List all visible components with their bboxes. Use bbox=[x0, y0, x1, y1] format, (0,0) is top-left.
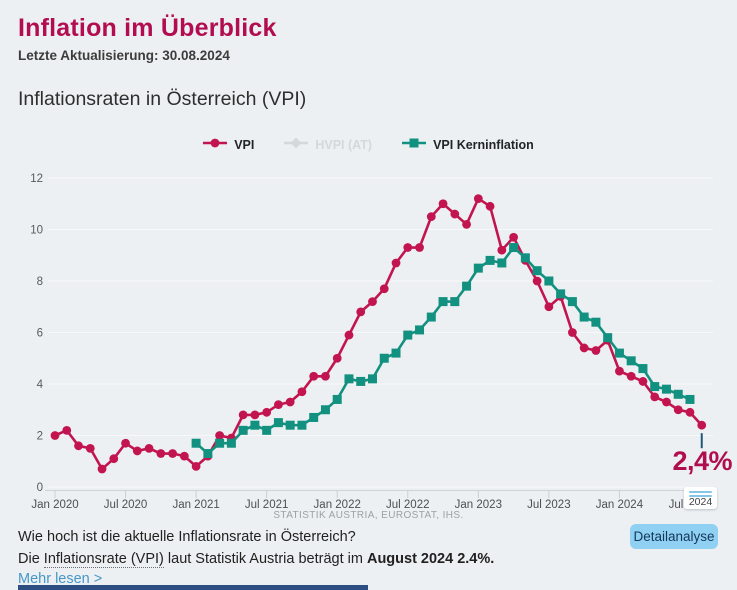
legend-label: VPI bbox=[234, 138, 255, 152]
last-update-label: Letzte Aktualisierung: 30.08.2024 bbox=[18, 48, 230, 63]
svg-text:0: 0 bbox=[37, 482, 43, 494]
chart-title: Inflationsraten in Österreich (VPI) bbox=[18, 88, 307, 110]
legend-label: VPI Kerninflation bbox=[433, 138, 534, 152]
legend-label: HVPI (AT) bbox=[315, 138, 373, 152]
answer-mid: laut Statistik Austria beträgt im bbox=[163, 551, 367, 567]
svg-text:Jul: Jul bbox=[669, 499, 684, 511]
inflation-line-chart: 0 2 4 6 8 10 12 Jan 2020 Jul 2020 Jan 2021 Jul 202… bbox=[30, 173, 713, 511]
svg-text:Jan 2024: Jan 2024 bbox=[596, 499, 644, 511]
svg-text:6: 6 bbox=[37, 328, 43, 340]
svg-text:2: 2 bbox=[37, 431, 43, 443]
page-title: Inflation im Überblick bbox=[18, 14, 277, 42]
legend-item-hvpi[interactable]: HVPI (AT) bbox=[284, 136, 372, 154]
bottom-accent-bar bbox=[18, 585, 368, 590]
svg-text:10: 10 bbox=[30, 225, 43, 237]
slider-handle-label: 2024 bbox=[688, 496, 713, 508]
svg-text:12: 12 bbox=[30, 173, 43, 185]
svg-text:Jan 2023: Jan 2023 bbox=[455, 499, 502, 511]
faq-answer: Die Inflationsrate (VPI) laut Statistik … bbox=[18, 551, 495, 568]
svg-text:8: 8 bbox=[37, 276, 43, 288]
svg-text:Jan 2020: Jan 2020 bbox=[31, 499, 78, 511]
time-slider-handle[interactable]: 2024 bbox=[684, 487, 717, 509]
faq-question: Wie hoch ist die aktuelle Inflationsrate… bbox=[18, 529, 356, 545]
answer-highlight: August 2024 2.4%. bbox=[366, 551, 495, 567]
chart-legend: VPI HVPI (AT) VPI Kerninflation bbox=[0, 136, 737, 154]
legend-item-vpi[interactable]: VPI bbox=[203, 136, 254, 154]
svg-text:Jul 2020: Jul 2020 bbox=[104, 499, 147, 511]
slider-grip-icon bbox=[689, 495, 712, 497]
vpi-line-circle-icon bbox=[203, 136, 228, 154]
svg-text:Jan 2021: Jan 2021 bbox=[172, 499, 219, 511]
data-source-caption: STATISTIK AUSTRIA, EUROSTAT, IHS. bbox=[273, 510, 464, 521]
kerninflation-line-square-icon bbox=[402, 136, 427, 154]
more-link[interactable]: Mehr lesen > bbox=[18, 571, 103, 587]
vpi-glossary-term[interactable]: Inflationsrate (VPI) bbox=[43, 551, 164, 568]
detail-analysis-button[interactable]: Detailanalyse bbox=[630, 524, 718, 549]
svg-text:Jul 2022: Jul 2022 bbox=[386, 499, 429, 511]
latest-value-annotation: 2,4% bbox=[672, 446, 732, 476]
svg-text:4: 4 bbox=[37, 379, 44, 391]
slider-grip-icon bbox=[689, 491, 712, 493]
hvpi-line-diamond-icon bbox=[284, 136, 309, 154]
legend-item-kerninflation[interactable]: VPI Kerninflation bbox=[402, 136, 534, 154]
svg-text:Jan 2022: Jan 2022 bbox=[314, 499, 361, 511]
answer-prefix: Die bbox=[18, 551, 44, 567]
svg-text:Jul 2021: Jul 2021 bbox=[245, 499, 288, 511]
svg-text:Jul 2023: Jul 2023 bbox=[527, 499, 570, 511]
